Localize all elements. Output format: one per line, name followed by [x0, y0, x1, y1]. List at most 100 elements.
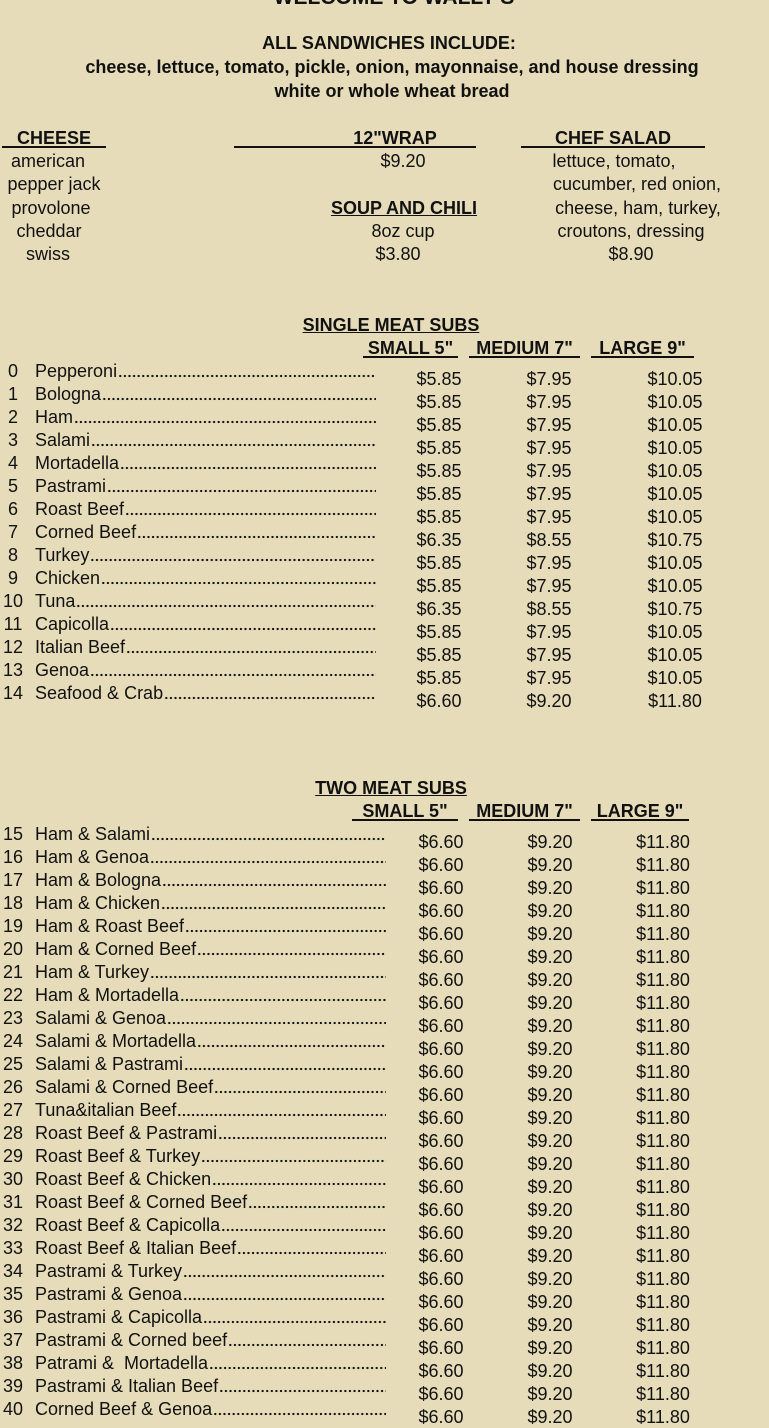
soup-size: 8oz cup: [371, 221, 435, 241]
item-number: 7: [7, 522, 19, 542]
price: $11.80: [648, 691, 702, 711]
item-number: 38: [2, 1353, 24, 1373]
price: $9.20: [527, 1384, 573, 1404]
item-number: 27: [2, 1100, 24, 1120]
item-name-text: Pastrami & Turkey: [35, 1261, 183, 1281]
dot-leader: [74, 420, 376, 424]
item-name: Pastrami & Italian Beef: [35, 1375, 386, 1397]
item-name-text: Roast Beef & Italian Beef: [35, 1238, 237, 1258]
item-name: Seafood & Crab: [35, 682, 376, 704]
item-name: Pastrami & Genoa: [35, 1283, 386, 1305]
item-number: 37: [2, 1330, 24, 1350]
dot-leader: [161, 906, 386, 910]
price: $10.05: [647, 461, 703, 481]
item-name: Corned Beef: [35, 521, 376, 543]
item-name-text: Pastrami & Italian Beef: [35, 1376, 219, 1396]
price: $9.20: [527, 1292, 573, 1312]
item-number: 5: [7, 476, 19, 496]
price: $10.05: [647, 415, 703, 435]
item-name: Pepperoni: [35, 360, 376, 382]
item-number: 32: [2, 1215, 24, 1235]
item-name: Pastrami & Corned beef: [35, 1329, 386, 1351]
price: $6.60: [418, 1108, 464, 1128]
price: $11.80: [636, 1315, 690, 1335]
dot-leader: [101, 581, 376, 585]
price: $9.20: [527, 1131, 573, 1151]
cheese-item: american: [10, 151, 86, 171]
price: $5.85: [416, 645, 462, 665]
dot-leader: [185, 929, 386, 933]
chef-line: cucumber, red onion,: [552, 174, 722, 195]
price: $8.55: [526, 530, 572, 550]
dot-leader: [150, 975, 386, 979]
item-number: 2: [7, 407, 19, 427]
item-number: 0: [7, 361, 19, 381]
cheese-item: swiss: [26, 244, 70, 265]
dot-leader: [183, 1274, 386, 1278]
price: $5.85: [416, 507, 462, 527]
price: $10.05: [647, 392, 703, 412]
item-name: Pastrami & Turkey: [35, 1260, 386, 1282]
item-name-text: Ham & Chicken: [35, 893, 161, 913]
item-number: 28: [2, 1123, 24, 1143]
dot-leader: [91, 443, 376, 447]
chef-heading: CHEF SALAD: [521, 127, 705, 148]
price: $10.05: [647, 553, 703, 573]
price: $6.35: [416, 599, 462, 619]
dot-leader: [151, 837, 386, 841]
item-number: 39: [2, 1376, 24, 1396]
price: $9.20: [527, 1269, 573, 1289]
includes-line: cheese, lettuce, tomato, pickle, onion, …: [85, 57, 699, 77]
dot-leader: [137, 535, 376, 539]
item-name-text: Roast Beef: [35, 499, 125, 519]
dot-leader: [212, 1182, 386, 1186]
item-number: 9: [7, 568, 19, 588]
item-name-text: Salami & Mortadella: [35, 1031, 197, 1051]
item-number: 34: [2, 1261, 24, 1281]
item-number: 11: [3, 614, 23, 634]
price: $11.80: [636, 1016, 690, 1036]
dot-leader: [118, 374, 376, 378]
price: $11.80: [636, 1154, 690, 1174]
price: $6.60: [418, 993, 464, 1013]
price: $10.05: [647, 622, 703, 642]
item-number: 14: [2, 683, 24, 703]
price: $9.20: [527, 993, 573, 1013]
item-name: Ham & Corned Beef: [35, 938, 386, 960]
price: $11.80: [636, 878, 690, 898]
item-name: Bologna: [35, 383, 376, 405]
price: $11.80: [636, 1338, 690, 1358]
price: $9.20: [527, 1016, 573, 1036]
cheese-item: pepper jack: [7, 174, 101, 195]
item-number: 8: [7, 545, 19, 565]
item-number: 30: [2, 1169, 24, 1189]
price: $7.95: [526, 622, 572, 642]
price: $11.80: [636, 855, 690, 875]
price: $9.20: [527, 1062, 573, 1082]
price: $6.60: [418, 901, 464, 921]
item-number: 4: [7, 453, 19, 473]
chef-line: croutons, dressing: [557, 220, 705, 241]
item-name: Capicolla: [35, 613, 376, 635]
price: $7.95: [526, 668, 572, 688]
price: $6.60: [418, 1361, 464, 1381]
price: $11.80: [636, 832, 690, 852]
item-name-text: Pastrami & Capicolla: [35, 1307, 203, 1327]
item-name: Salami & Mortadella: [35, 1030, 386, 1052]
item-name-text: Pastrami: [35, 476, 107, 496]
item-name: Ham & Turkey: [35, 961, 386, 983]
item-name-text: Mortadella: [35, 453, 120, 473]
price: $6.60: [418, 1154, 464, 1174]
price: $6.60: [418, 1315, 464, 1335]
item-name-text: Roast Beef & Chicken: [35, 1169, 212, 1189]
price: $6.60: [418, 1200, 464, 1220]
price: $6.60: [418, 947, 464, 967]
dot-leader: [237, 1251, 386, 1255]
price: $11.80: [636, 1384, 690, 1404]
section-title: TWO MEAT SUBS: [315, 778, 467, 798]
dot-leader: [177, 1113, 386, 1117]
item-name-text: Roast Beef & Turkey: [35, 1146, 201, 1166]
item-name-text: Corned Beef: [35, 522, 137, 542]
item-name-text: Salami: [35, 430, 91, 450]
price: $9.20: [527, 924, 573, 944]
